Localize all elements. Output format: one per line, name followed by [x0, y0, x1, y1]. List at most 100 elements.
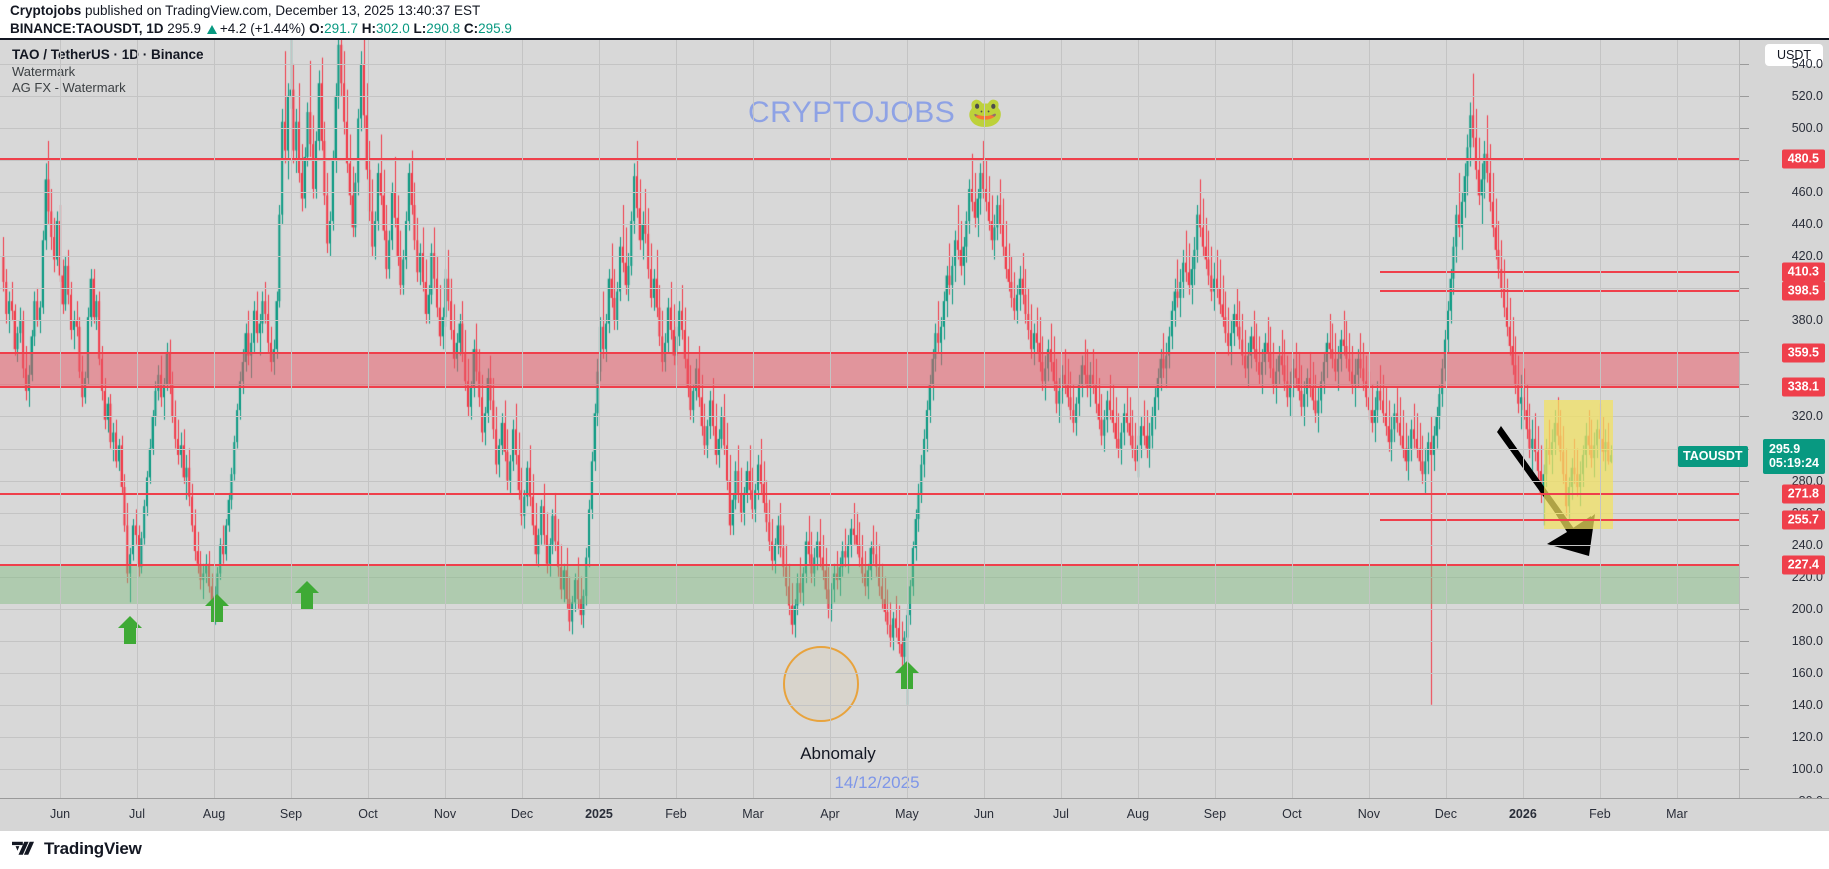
price-level-line-480.5[interactable] [0, 158, 1740, 161]
time-tick-label: Oct [358, 807, 378, 821]
price-zone-resistance[interactable] [0, 353, 1740, 388]
grid-line-horizontal [0, 672, 1740, 674]
price-tick-mark [1740, 640, 1749, 642]
grid-line-vertical [1676, 40, 1678, 799]
grid-line-vertical [368, 40, 370, 799]
price-tick-label: 280.0 [1791, 473, 1823, 488]
grid-line-vertical [1368, 40, 1370, 799]
grid-line-horizontal [0, 448, 1740, 450]
time-scale[interactable]: Jun Jul Aug Sep Oct Nov Dec 2025 Feb Mar Apr May Jun… [0, 798, 1829, 831]
grid-line-horizontal [0, 288, 1740, 290]
grid-line-vertical [1599, 40, 1601, 799]
ohlc-low-value: 290.8 [426, 21, 461, 36]
price-tick-mark [1740, 416, 1749, 418]
time-tick-label: May [895, 807, 919, 821]
price-tick-label: 380.0 [1791, 313, 1823, 328]
price-scale[interactable]: USDT 540.0520.0500.0480.0460.0440.0420.0… [1678, 40, 1829, 808]
grid-line-vertical [983, 40, 985, 799]
time-tick-label: Sep [279, 807, 303, 821]
ohlc-high-label: H: [361, 21, 376, 36]
price-tick-label: 540.0 [1791, 57, 1823, 72]
legend-agfx-study: AG FX - Watermark [12, 80, 126, 95]
frog-emoji-icon: 🐸 [967, 97, 1004, 129]
price-tick-mark [1740, 704, 1749, 706]
price-zone-support[interactable] [0, 564, 1740, 604]
grid-line-horizontal [0, 160, 1740, 162]
grid-line-vertical [1445, 40, 1447, 799]
publisher-author: Cryptojobs [10, 3, 82, 18]
price-tick-mark [1740, 320, 1749, 322]
tradingview-mark-icon [12, 841, 35, 855]
grid-line-horizontal [0, 128, 1740, 130]
price-tick-label: 500.0 [1791, 121, 1823, 136]
grid-line-horizontal [0, 768, 1740, 770]
price-tick-label: 140.0 [1791, 697, 1823, 712]
price-tick-mark [1740, 768, 1749, 770]
grid-line-vertical [1522, 40, 1524, 799]
quote-change: +4.2 (+1.44%) [219, 21, 306, 36]
grid-line-vertical [522, 40, 523, 799]
grid-line-horizontal [0, 576, 1740, 578]
grid-line-vertical [752, 40, 754, 799]
grid-line-horizontal [0, 736, 1740, 738]
price-tick-label: 100.0 [1791, 761, 1823, 776]
legend-title: TAO / TetherUS · 1D · Binance [12, 47, 204, 62]
symbol-price-tag[interactable]: TAOUSDT [1678, 446, 1748, 468]
price-tick-mark [1740, 224, 1749, 226]
price-scale-unit[interactable]: USDT [1764, 44, 1823, 66]
time-tick-label: Dec [510, 807, 534, 821]
ohlc-high-value: 302.0 [375, 21, 410, 36]
price-level-line-255.7[interactable] [1380, 518, 1740, 521]
price-level-label-338.1[interactable]: 338.1 [1781, 377, 1825, 397]
grid-line-vertical [214, 40, 216, 799]
abnomaly-date: 14/12/2025 [834, 773, 920, 792]
bar-countdown-timer: 05:19:24 [1768, 456, 1819, 471]
price-level-label-227.4[interactable]: 227.4 [1781, 555, 1825, 575]
time-tick-label: Nov [1357, 807, 1381, 821]
price-tick-label: 440.0 [1791, 217, 1823, 232]
price-level-label-359.5[interactable]: 359.5 [1781, 343, 1825, 363]
price-tick-mark [1740, 576, 1749, 578]
tradingview-logo[interactable]: TradingView [12, 839, 142, 859]
consolidation-highlight-box[interactable] [1544, 400, 1614, 529]
price-tick-mark [1740, 256, 1749, 258]
time-tick-label: Nov [433, 807, 457, 821]
candlestick-canvas[interactable] [0, 40, 1740, 799]
price-level-line-227.4[interactable] [0, 563, 1740, 566]
price-tick-label: 520.0 [1791, 89, 1823, 104]
time-tick-label: Jun [973, 807, 995, 821]
grid-line-vertical [1214, 40, 1216, 799]
chart-container[interactable]: CRYPTOJOBS 🐸 TAO / TetherUS · 1D · Binanc… [0, 38, 1829, 831]
price-level-label-271.8[interactable]: 271.8 [1781, 484, 1825, 504]
price-level-line-398.5[interactable] [1380, 289, 1740, 292]
price-tick-label: 180.0 [1791, 633, 1823, 648]
current-price-tag[interactable]: 295.9 05:19:24 [1762, 439, 1825, 475]
grid-line-horizontal [0, 608, 1740, 610]
price-level-line-271.8[interactable] [0, 492, 1740, 495]
grid-line-vertical [137, 40, 139, 799]
grid-line-horizontal [0, 640, 1740, 642]
price-level-line-338.1[interactable] [0, 386, 1740, 389]
price-level-line-359.5[interactable] [0, 352, 1740, 355]
grid-line-horizontal [0, 544, 1740, 546]
price-tick-mark [1740, 736, 1749, 738]
price-level-label-410.3[interactable]: 410.3 [1781, 262, 1825, 282]
price-level-line-410.3[interactable] [1380, 270, 1740, 273]
grid-line-horizontal [0, 416, 1740, 418]
price-level-label-255.7[interactable]: 255.7 [1781, 510, 1825, 529]
chart-watermark: CRYPTOJOBS 🐸 [748, 96, 1004, 130]
price-tick-mark [1740, 384, 1749, 386]
grid-line-vertical [1137, 40, 1139, 799]
time-tick-label: Feb [1589, 807, 1611, 821]
time-tick-label: Dec [1434, 807, 1458, 821]
price-tick-mark [1740, 64, 1749, 66]
price-level-label-480.5[interactable]: 480.5 [1781, 149, 1825, 169]
price-tick-label: 320.0 [1791, 409, 1823, 424]
chart-plot-area[interactable]: CRYPTOJOBS 🐸 TAO / TetherUS · 1D · Binanc… [0, 40, 1740, 799]
current-price-value: 295.9 [1768, 442, 1801, 457]
chart-legend[interactable]: TAO / TetherUS · 1D · Binance Watermark … [12, 46, 204, 96]
grid-line-vertical [675, 40, 677, 799]
abnomaly-circle-highlight[interactable] [783, 646, 859, 722]
price-level-label-398.5[interactable]: 398.5 [1781, 281, 1825, 301]
